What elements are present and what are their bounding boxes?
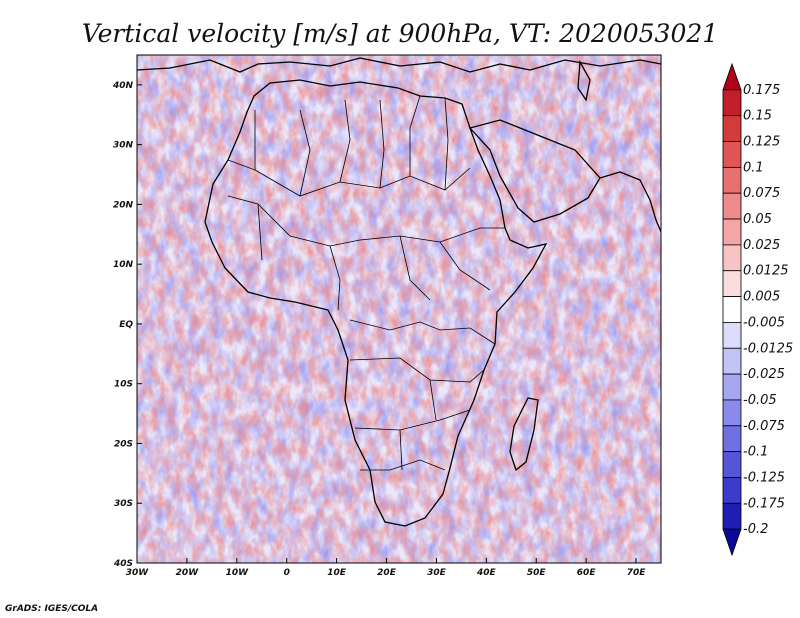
colorbar-swatch bbox=[722, 141, 742, 168]
colorbar-label: -0.0125 bbox=[743, 341, 793, 356]
plot-area: 30W 20W 10W 0 10E 20E 30E 40E 50E 60E 70E 40S 30S 20… bbox=[112, 54, 662, 578]
y-axis: 40S 30S 20S 10S EQ 10N 20N 30N 40N bbox=[112, 81, 142, 569]
colorbar-swatch bbox=[722, 477, 742, 504]
credit-label: GrADS: IGES/COLA bbox=[5, 604, 98, 614]
europe-coastline bbox=[137, 57, 661, 73]
coastline-outlines bbox=[137, 57, 661, 527]
colorbar-label: -0.175 bbox=[743, 496, 785, 511]
colorbar-label: 0.025 bbox=[743, 238, 780, 253]
colorbar-label: -0.2 bbox=[743, 522, 768, 537]
chart-title: Vertical velocity [m/s] at 900hPa, VT: 2… bbox=[82, 19, 718, 48]
y-tick-label: 40N bbox=[112, 81, 134, 91]
colorbar-label: -0.005 bbox=[743, 315, 785, 330]
y-tick-label: 30N bbox=[113, 141, 134, 151]
colorbar-label: -0.1 bbox=[743, 445, 768, 460]
asia-coastline bbox=[599, 171, 661, 233]
colorbar-swatch bbox=[722, 115, 742, 142]
colorbar-swatch bbox=[722, 451, 742, 478]
x-axis: 30W 20W 10W 0 10E 20E 30E 40E 50E 60E 70E bbox=[126, 558, 646, 578]
colorbar-swatch bbox=[722, 322, 742, 349]
colorbar-swatch bbox=[722, 89, 742, 117]
y-tick-label: 10N bbox=[113, 260, 134, 270]
arabian-peninsula-outline bbox=[468, 119, 601, 223]
colorbar-label: 0.005 bbox=[743, 290, 780, 305]
colorbar-label: 0.075 bbox=[743, 186, 780, 201]
colorbar-label: 0.1 bbox=[743, 160, 764, 175]
madagascar-outline bbox=[509, 397, 539, 472]
y-tick-label: 40S bbox=[113, 559, 133, 569]
x-tick-label: 30W bbox=[126, 568, 150, 578]
border-line bbox=[329, 235, 491, 311]
plot-frame bbox=[136, 54, 662, 564]
y-tick-label: EQ bbox=[119, 320, 133, 330]
y-tick-label: 20S bbox=[114, 439, 133, 449]
colorbar-arrow-bottom bbox=[722, 528, 742, 557]
colorbar-label: 0.0125 bbox=[743, 264, 789, 279]
colorbar-swatch bbox=[722, 218, 742, 246]
colorbar-swatch bbox=[722, 296, 742, 323]
y-tick-label: 10S bbox=[114, 380, 133, 390]
x-tick-label: 30E bbox=[427, 568, 447, 578]
colorbar-swatch bbox=[722, 399, 742, 427]
colorbar-label: -0.075 bbox=[743, 419, 785, 434]
colorbar: 0.175 0.15 0.125 0.1 0.075 0.05 0.025 0.0125 0.0… bbox=[722, 62, 793, 557]
colorbar-label: -0.05 bbox=[743, 393, 777, 408]
colorbar-swatch bbox=[722, 166, 742, 194]
x-tick-label: 0 bbox=[284, 568, 290, 578]
colorbar-swatch bbox=[722, 244, 742, 272]
africa-coastline bbox=[204, 79, 548, 527]
colorbar-label: 0.15 bbox=[743, 109, 772, 124]
x-tick-label: 60E bbox=[577, 568, 597, 578]
border-line bbox=[227, 110, 437, 471]
x-tick-label: 10E bbox=[327, 568, 347, 578]
x-tick-label: 10W bbox=[226, 568, 250, 578]
x-tick-label: 50E bbox=[527, 568, 547, 578]
x-tick-label: 20E bbox=[377, 568, 397, 578]
country-borders bbox=[227, 95, 505, 471]
updraft-field bbox=[137, 55, 661, 563]
border-line bbox=[299, 95, 449, 197]
colorbar-label: -0.025 bbox=[743, 367, 785, 382]
colorbar-arrow-top bbox=[722, 62, 742, 91]
colorbar-label: 0.05 bbox=[743, 212, 772, 227]
colorbar-swatch bbox=[722, 270, 742, 297]
border-line bbox=[354, 409, 471, 431]
colorbar-swatch bbox=[722, 192, 742, 220]
border-line bbox=[360, 459, 446, 471]
colorbar-swatch bbox=[722, 425, 742, 453]
border-line bbox=[349, 319, 496, 345]
caspian-outline bbox=[577, 59, 591, 102]
y-tick-label: 30S bbox=[114, 499, 133, 509]
border-line bbox=[227, 195, 505, 247]
colorbar-swatch bbox=[722, 373, 742, 401]
colorbar-swatch bbox=[722, 502, 742, 530]
x-tick-label: 70E bbox=[627, 568, 647, 578]
x-tick-label: 40E bbox=[476, 568, 497, 578]
y-tick-label: 20N bbox=[113, 200, 134, 210]
colorbar-label: -0.125 bbox=[743, 470, 785, 485]
colorbar-label: 0.125 bbox=[743, 135, 780, 150]
x-tick-label: 20W bbox=[176, 568, 200, 578]
colorbar-label: 0.175 bbox=[743, 83, 780, 98]
colorbar-swatch bbox=[722, 347, 742, 375]
